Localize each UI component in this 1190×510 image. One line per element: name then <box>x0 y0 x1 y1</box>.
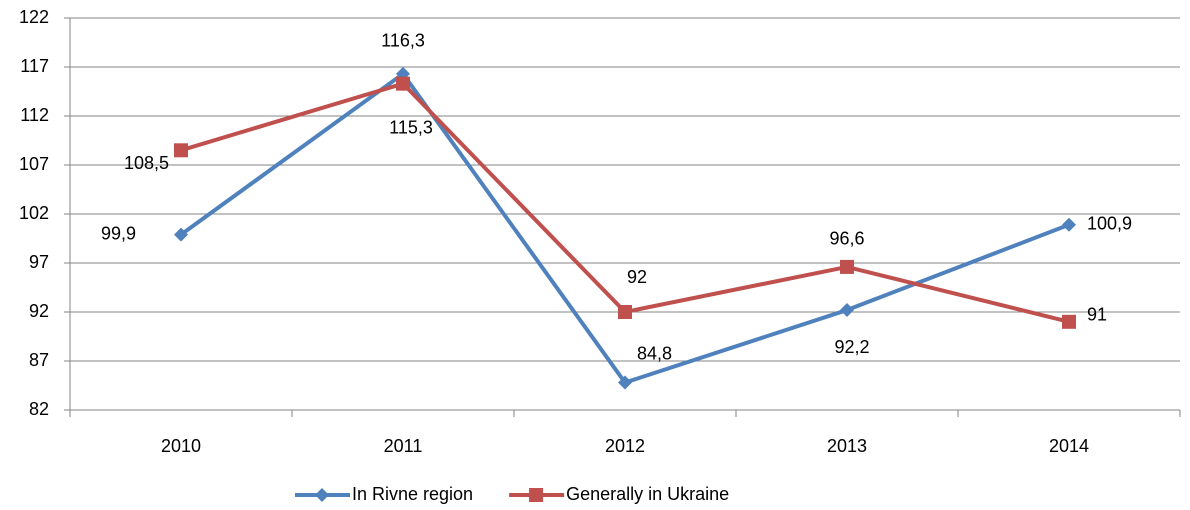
x-tick-label: 2012 <box>605 436 645 456</box>
x-tick-label: 2010 <box>161 436 201 456</box>
data-label: 92 <box>627 267 647 287</box>
legend-label: Generally in Ukraine <box>566 484 729 504</box>
legend-marker <box>315 488 329 502</box>
x-tick-label: 2014 <box>1049 436 1089 456</box>
data-label: 96,6 <box>829 229 864 249</box>
x-tick-label: 2011 <box>384 436 423 456</box>
y-tick-label: 117 <box>20 56 49 76</box>
series-line <box>179 71 1070 385</box>
legend-label: In Rivne region <box>352 484 473 504</box>
y-tick-label: 107 <box>19 154 49 174</box>
y-tick-label: 82 <box>29 399 49 419</box>
data-label: 99,9 <box>101 223 136 243</box>
y-tick-label: 92 <box>29 301 49 321</box>
y-tick-label: 122 <box>19 7 49 27</box>
data-label: 108,5 <box>124 153 169 173</box>
marker <box>174 143 188 158</box>
marker <box>840 303 854 318</box>
y-tick-label: 112 <box>20 105 49 125</box>
marker <box>396 76 410 91</box>
marker <box>174 227 188 242</box>
y-tick-label: 97 <box>29 252 49 272</box>
marker <box>618 375 632 390</box>
marker <box>1062 314 1076 329</box>
data-label: 115,3 <box>389 117 433 137</box>
legend-marker <box>529 488 544 502</box>
data-label: 100,9 <box>1087 214 1132 234</box>
y-tick-label: 87 <box>29 350 49 370</box>
series-line <box>180 81 1070 324</box>
marker <box>1062 217 1076 232</box>
marker <box>840 259 854 274</box>
data-label: 91 <box>1087 305 1107 325</box>
marker <box>618 305 632 319</box>
data-label: 116,3 <box>381 31 425 51</box>
x-tick-label: 2013 <box>827 436 867 456</box>
data-label: 92,2 <box>834 337 869 357</box>
data-label: 84,8 <box>637 343 672 363</box>
y-tick-label: 102 <box>19 203 49 223</box>
